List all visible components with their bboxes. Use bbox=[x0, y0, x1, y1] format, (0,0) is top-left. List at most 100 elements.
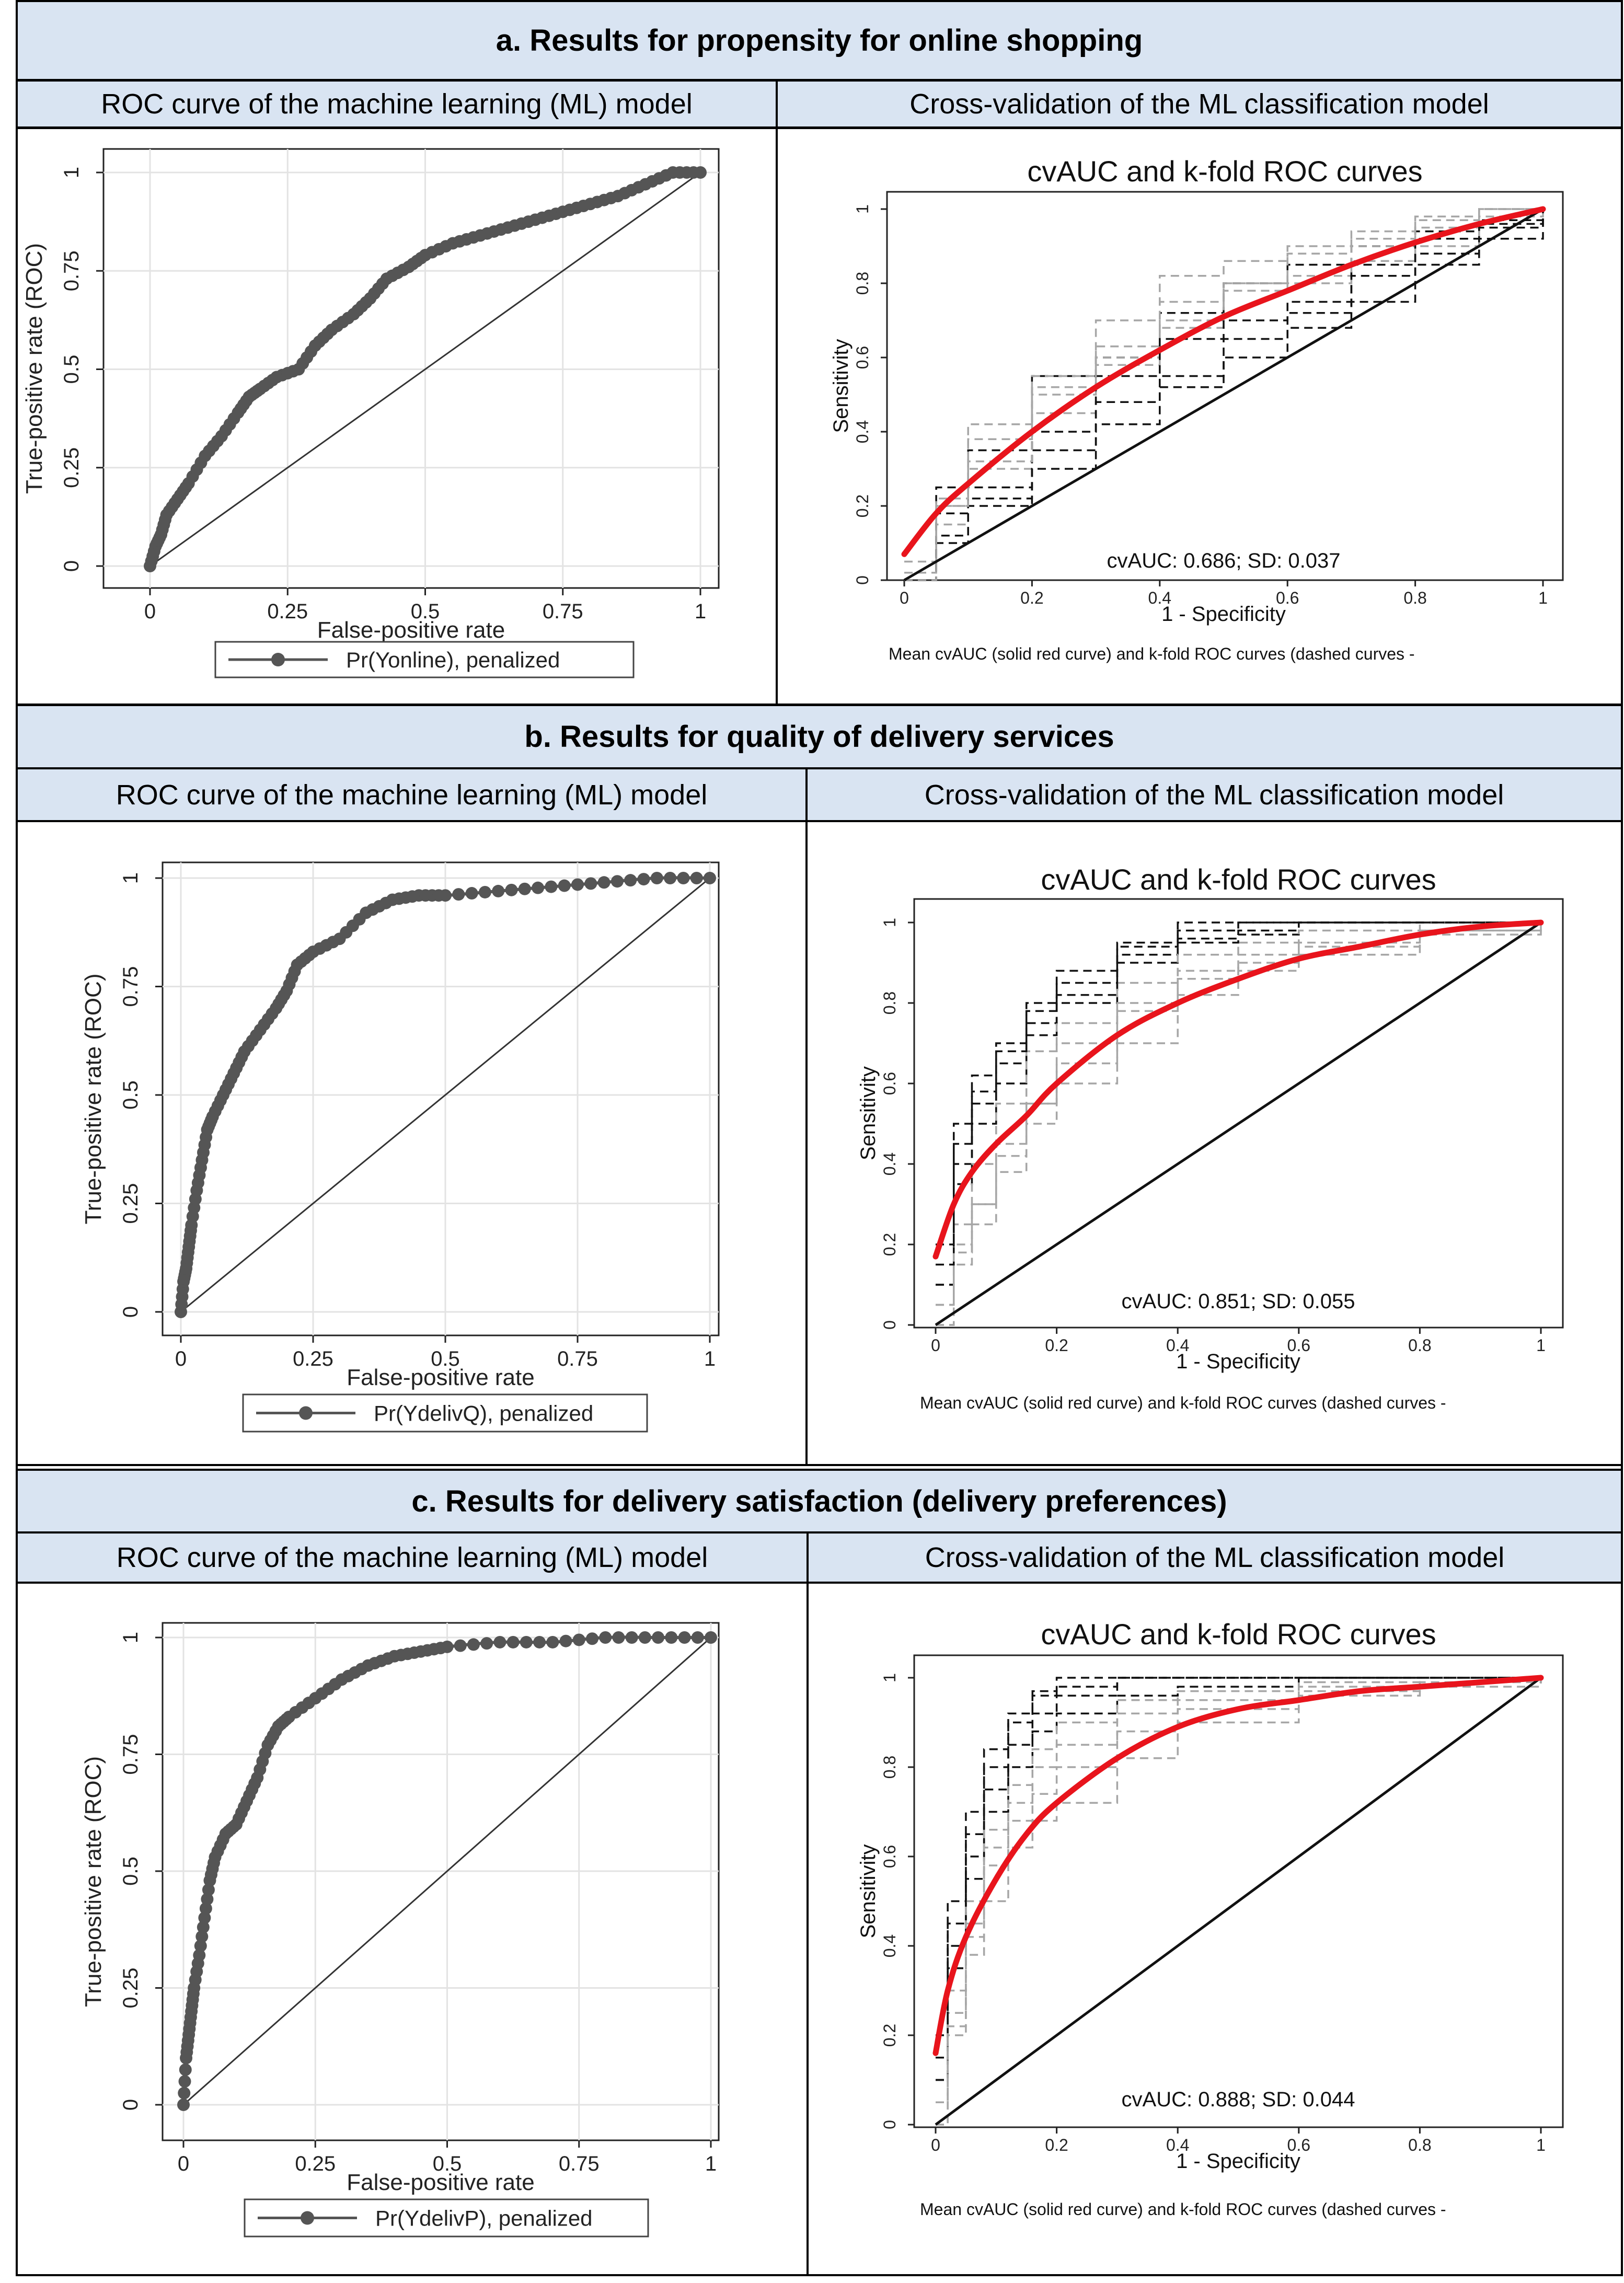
y-tick-label: 0.25 bbox=[119, 1968, 142, 2009]
roc-a-chart: 0 0 0.25 0.25 0.5 0.5 0.75 0.75 1 1 False-positive… bbox=[21, 148, 720, 678]
y-tick-label: 0 bbox=[853, 575, 872, 585]
y-tick-label: 1 bbox=[119, 1632, 142, 1643]
roc-point bbox=[705, 1631, 717, 1644]
y-tick-label: 0.75 bbox=[119, 966, 142, 1007]
roc-point bbox=[677, 872, 690, 884]
y-axis-title: True-positive rate (ROC) bbox=[21, 243, 47, 494]
y-axis-title: Sensitivity bbox=[857, 1066, 880, 1160]
x-tick-label: 0 bbox=[931, 1336, 940, 1355]
legend-label: Pr(YdelivQ), penalized bbox=[374, 1401, 593, 1426]
cv-c-chart: cvAUC and k-fold ROC curves 0 0 0.2 0.2 0.4 0.… bbox=[857, 1618, 1564, 2219]
x-axis-title: 1 - Specificity bbox=[1176, 2150, 1300, 2173]
reference-diagonal bbox=[935, 1676, 1542, 2126]
plot-area bbox=[913, 1654, 1564, 2128]
x-tick-label: 1 bbox=[1536, 2136, 1546, 2154]
y-tick-label: 0.5 bbox=[119, 1080, 142, 1110]
fold-roc-curve bbox=[904, 208, 1543, 581]
legend: Pr(YdelivP), penalized bbox=[244, 2198, 649, 2238]
roc-point bbox=[197, 1921, 210, 1934]
roc-point bbox=[690, 872, 703, 884]
section-c-title: c. Results for delivery satisfaction (de… bbox=[16, 1469, 1623, 1533]
roc-point bbox=[571, 878, 584, 891]
roc-point bbox=[532, 881, 545, 894]
y-tick-label: 0.6 bbox=[853, 346, 872, 369]
reference-diagonal bbox=[935, 921, 1542, 1327]
roc-point bbox=[584, 877, 597, 890]
fold-roc-curve bbox=[904, 209, 1544, 581]
mean-roc-curve bbox=[932, 1675, 1544, 2056]
x-tick-label: 0.4 bbox=[1148, 589, 1171, 607]
roc-point bbox=[599, 1631, 612, 1644]
x-tick-label: 0.75 bbox=[543, 600, 583, 623]
y-tick-label: 0.25 bbox=[60, 447, 83, 488]
plot-area bbox=[162, 1622, 720, 2141]
roc-c-chart: 0 0 0.25 0.25 0.5 0.5 0.75 0.75 1 1 False-positive… bbox=[80, 1622, 720, 2238]
y-tick-label: 0.5 bbox=[119, 1857, 142, 1886]
x-tick-label: 0 bbox=[931, 2136, 940, 2154]
roc-point bbox=[467, 1638, 480, 1651]
legend: Pr(YdelivQ), penalized bbox=[242, 1393, 648, 1433]
roc-point bbox=[439, 889, 452, 902]
roc-point bbox=[198, 1911, 211, 1924]
y-tick-label: 1 bbox=[880, 1673, 899, 1682]
roc-point bbox=[624, 874, 637, 887]
x-tick-label: 0.5 bbox=[433, 2152, 462, 2175]
roc-point bbox=[493, 1635, 506, 1648]
mean-roc-curve bbox=[901, 206, 1546, 557]
y-tick-label: 0.8 bbox=[880, 1756, 899, 1779]
roc-point bbox=[452, 888, 465, 901]
reference-diagonal bbox=[903, 207, 1544, 582]
roc-point bbox=[558, 879, 571, 892]
roc-point bbox=[506, 1635, 520, 1648]
roc-point bbox=[694, 166, 707, 179]
roc-point bbox=[625, 1631, 638, 1644]
x-tick-label: 0.5 bbox=[411, 600, 440, 623]
x-axis-title: 1 - Specificity bbox=[1161, 603, 1286, 626]
section-a-right-header: Cross-validation of the ML classificatio… bbox=[776, 79, 1623, 129]
y-axis-title: True-positive rate (ROC) bbox=[80, 1756, 106, 2007]
reference-diagonal bbox=[149, 171, 701, 567]
y-tick-label: 0.4 bbox=[880, 1934, 899, 1957]
roc-point bbox=[178, 2075, 191, 2088]
cvauc-annotation: cvAUC: 0.851; SD: 0.055 bbox=[1122, 1290, 1355, 1313]
roc-point bbox=[611, 875, 624, 888]
x-tick-label: 0 bbox=[144, 600, 156, 623]
roc-point bbox=[178, 2086, 191, 2100]
y-tick-label: 0.2 bbox=[880, 2024, 899, 2047]
x-tick-label: 0.25 bbox=[295, 2152, 336, 2175]
roc-point bbox=[454, 1639, 467, 1652]
x-tick-label: 0.6 bbox=[1276, 589, 1299, 607]
roc-point bbox=[202, 1883, 215, 1896]
chart-title: cvAUC and k-fold ROC curves bbox=[1027, 155, 1422, 188]
legend-label: Pr(YdelivP), penalized bbox=[375, 2206, 593, 2231]
roc-point bbox=[518, 882, 531, 895]
plot-area bbox=[886, 191, 1564, 581]
roc-point bbox=[492, 884, 505, 897]
chart-caption: Mean cvAUC (solid red curve) and k-fold … bbox=[889, 644, 1415, 663]
cvauc-annotation: cvAUC: 0.686; SD: 0.037 bbox=[1107, 549, 1341, 572]
mean-roc-curve bbox=[932, 919, 1544, 1260]
fold-roc-curve bbox=[936, 1677, 1541, 2059]
y-tick-label: 1 bbox=[60, 167, 83, 178]
chart-caption: Mean cvAUC (solid red curve) and k-fold … bbox=[920, 1393, 1446, 1412]
section-b-left-header: ROC curve of the machine learning (ML) m… bbox=[16, 767, 808, 822]
reference-diagonal bbox=[180, 877, 710, 1313]
y-tick-label: 0.6 bbox=[880, 1072, 899, 1095]
y-axis-title: True-positive rate (ROC) bbox=[80, 973, 106, 1224]
x-tick-label: 1 bbox=[695, 600, 706, 623]
chart-title: cvAUC and k-fold ROC curves bbox=[1041, 1618, 1436, 1651]
y-tick-label: 0 bbox=[880, 2120, 899, 2129]
legend-label: Pr(Yonline), penalized bbox=[346, 648, 560, 672]
y-tick-label: 0 bbox=[880, 1320, 899, 1330]
y-tick-label: 1 bbox=[853, 204, 872, 214]
roc-point bbox=[545, 880, 558, 893]
fold-roc-curve bbox=[936, 923, 1542, 1326]
x-tick-label: 0.4 bbox=[1166, 1336, 1189, 1355]
roc-point bbox=[637, 873, 650, 886]
y-tick-label: 0.2 bbox=[853, 494, 872, 517]
y-tick-label: 0.6 bbox=[880, 1845, 899, 1868]
roc-point bbox=[597, 876, 611, 889]
x-tick-label: 1 bbox=[705, 2152, 717, 2175]
roc-point bbox=[201, 1893, 214, 1906]
